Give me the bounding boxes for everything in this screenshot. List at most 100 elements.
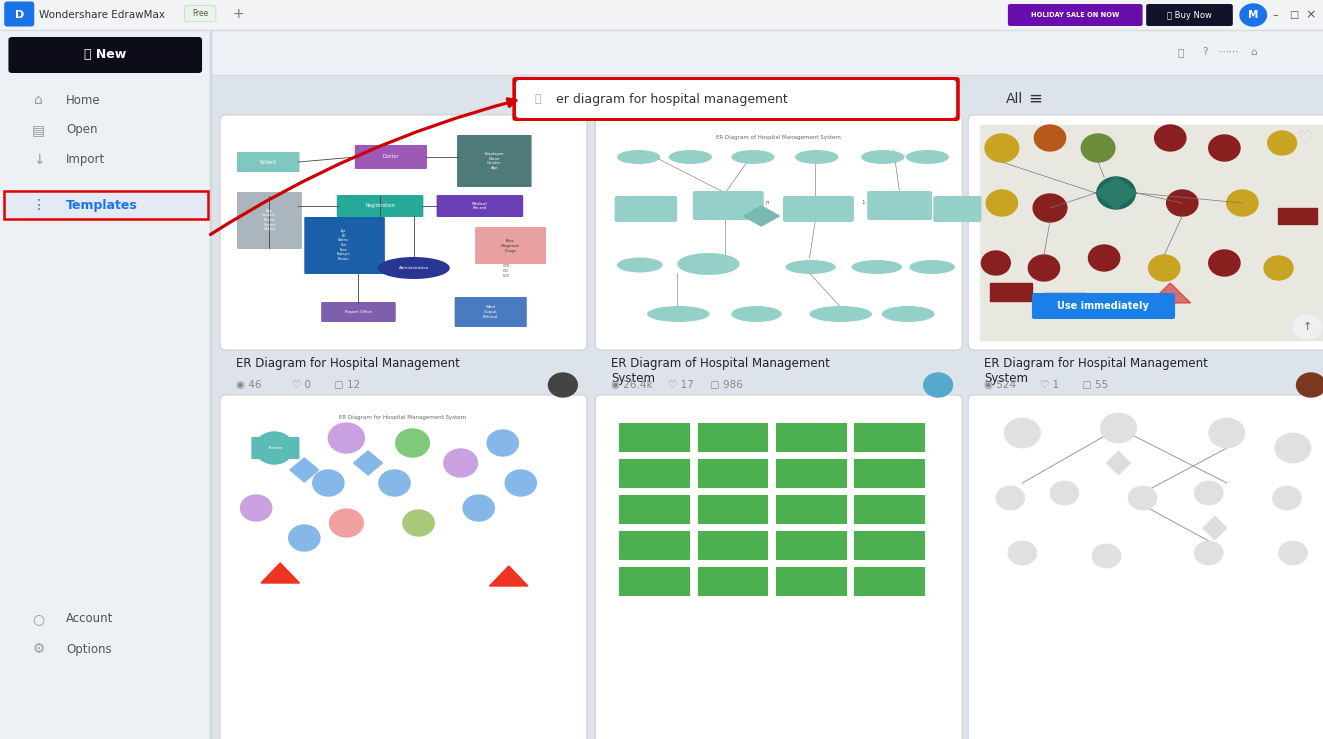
- Text: Options: Options: [66, 642, 111, 655]
- Circle shape: [1297, 373, 1323, 397]
- FancyBboxPatch shape: [185, 5, 216, 21]
- Text: ○: ○: [33, 612, 45, 626]
- Circle shape: [463, 495, 495, 521]
- Circle shape: [1033, 194, 1066, 222]
- Circle shape: [396, 429, 430, 457]
- Text: ⌂: ⌂: [1250, 47, 1257, 57]
- Bar: [775, 495, 845, 523]
- Bar: [210, 75, 1323, 739]
- Ellipse shape: [786, 260, 836, 274]
- Text: ♡ 17: ♡ 17: [668, 380, 693, 390]
- Ellipse shape: [881, 306, 934, 322]
- Circle shape: [1209, 250, 1240, 276]
- Polygon shape: [490, 566, 528, 586]
- Circle shape: [328, 423, 364, 453]
- Bar: [853, 567, 923, 595]
- Text: ♡: ♡: [1298, 129, 1312, 147]
- Text: Home: Home: [66, 94, 101, 106]
- Polygon shape: [290, 458, 319, 482]
- FancyBboxPatch shape: [933, 196, 982, 222]
- Text: ♡ 0: ♡ 0: [292, 380, 311, 390]
- Circle shape: [1155, 125, 1185, 151]
- Circle shape: [1167, 190, 1197, 216]
- Text: ⋮: ⋮: [32, 198, 45, 212]
- Text: HOLIDAY SALE ON NOW: HOLIDAY SALE ON NOW: [1031, 12, 1119, 18]
- Circle shape: [1091, 544, 1121, 568]
- Text: Teacher: Teacher: [267, 446, 283, 450]
- Text: ER Diagram of Hospital Management
System: ER Diagram of Hospital Management System: [611, 357, 830, 385]
- Polygon shape: [1150, 283, 1191, 303]
- Text: ▤: ▤: [32, 123, 45, 137]
- Circle shape: [1028, 255, 1060, 281]
- Text: Templates: Templates: [66, 199, 138, 211]
- Polygon shape: [1203, 516, 1226, 540]
- FancyBboxPatch shape: [1146, 4, 1233, 26]
- Bar: [853, 531, 923, 559]
- Text: n: n: [766, 200, 769, 205]
- Bar: [619, 531, 689, 559]
- Circle shape: [1209, 135, 1240, 161]
- Ellipse shape: [677, 253, 740, 275]
- Text: ER Diagram for Hospital Management
System: ER Diagram for Hospital Management Syste…: [984, 357, 1208, 385]
- Bar: [990, 283, 1032, 301]
- Text: ⌂: ⌂: [34, 93, 42, 107]
- Circle shape: [312, 470, 344, 496]
- Bar: [775, 459, 845, 487]
- Text: Use immediately: Use immediately: [1057, 301, 1148, 311]
- Circle shape: [1226, 190, 1258, 216]
- Ellipse shape: [647, 306, 709, 322]
- Bar: [697, 495, 767, 523]
- FancyBboxPatch shape: [867, 191, 933, 220]
- Text: ▢ 12: ▢ 12: [335, 380, 361, 390]
- Circle shape: [1050, 481, 1078, 505]
- Text: ≡: ≡: [1028, 90, 1043, 108]
- FancyBboxPatch shape: [237, 152, 299, 172]
- FancyBboxPatch shape: [220, 395, 587, 739]
- Circle shape: [986, 134, 1019, 162]
- FancyBboxPatch shape: [516, 80, 957, 118]
- FancyBboxPatch shape: [595, 395, 962, 739]
- Circle shape: [288, 525, 320, 551]
- Ellipse shape: [795, 150, 839, 164]
- Bar: [4, 191, 208, 219]
- Ellipse shape: [617, 150, 660, 164]
- Text: er diagram for hospital management: er diagram for hospital management: [556, 92, 787, 106]
- FancyBboxPatch shape: [304, 217, 385, 274]
- Polygon shape: [744, 206, 779, 226]
- Text: ⚙: ⚙: [32, 642, 45, 656]
- Circle shape: [1008, 541, 1037, 565]
- Bar: [697, 567, 767, 595]
- Text: ER Diagram of Hospital Management System: ER Diagram of Hospital Management System: [716, 135, 840, 140]
- Circle shape: [996, 486, 1025, 510]
- Bar: [0, 0, 1323, 30]
- Text: All: All: [1005, 92, 1023, 106]
- FancyBboxPatch shape: [355, 145, 427, 169]
- Circle shape: [1195, 481, 1224, 505]
- Ellipse shape: [668, 150, 712, 164]
- Text: ◉ 46: ◉ 46: [235, 380, 261, 390]
- Text: Open: Open: [66, 123, 98, 137]
- Text: Patient: Patient: [259, 160, 277, 165]
- Bar: [697, 531, 767, 559]
- Text: ♡ 1: ♡ 1: [1040, 380, 1060, 390]
- Bar: [775, 567, 845, 595]
- Text: Report Office: Report Office: [345, 310, 372, 314]
- Ellipse shape: [617, 257, 663, 273]
- Text: 🛒 Buy Now: 🛒 Buy Now: [1167, 10, 1212, 19]
- Text: Free: Free: [192, 9, 209, 18]
- Circle shape: [378, 470, 410, 496]
- Circle shape: [1278, 541, 1307, 565]
- Circle shape: [487, 430, 519, 456]
- Text: □: □: [1290, 10, 1299, 20]
- Circle shape: [1035, 125, 1065, 151]
- FancyBboxPatch shape: [512, 77, 959, 121]
- Circle shape: [1263, 256, 1293, 280]
- Text: Employee
Name
Gender
Age: Employee Name Gender Age: [484, 152, 504, 170]
- FancyBboxPatch shape: [237, 192, 302, 249]
- Circle shape: [1273, 486, 1302, 510]
- Text: ▢ 986: ▢ 986: [709, 380, 742, 390]
- FancyBboxPatch shape: [4, 1, 34, 27]
- FancyBboxPatch shape: [455, 297, 527, 327]
- Polygon shape: [261, 563, 299, 583]
- Ellipse shape: [909, 260, 955, 274]
